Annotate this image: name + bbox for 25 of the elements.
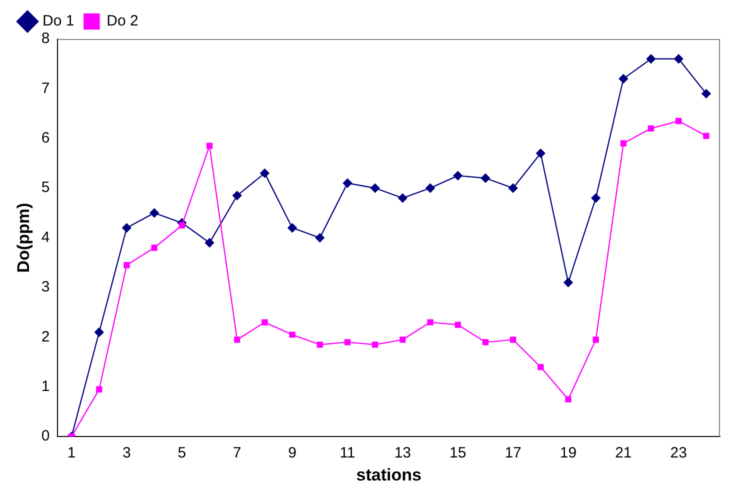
x-tick-label: 1 <box>67 444 76 462</box>
y-tick-label: 1 <box>41 378 50 396</box>
y-tick-label: 7 <box>41 80 50 97</box>
x-tick-label: 11 <box>340 444 356 462</box>
x-tick-label: 9 <box>288 444 296 462</box>
x-tick-label: 3 <box>122 444 131 462</box>
legend-label: Do 2 <box>106 12 138 30</box>
y-tick-label: 5 <box>41 179 50 196</box>
x-tick-label: 13 <box>394 444 412 462</box>
x-tick-label: 23 <box>670 444 687 462</box>
y-axis-title: Do(ppm) <box>14 202 33 273</box>
y-tick-label: 3 <box>41 278 50 296</box>
y-tick-label: 0 <box>41 428 50 445</box>
y-tick-label: 2 <box>41 328 50 346</box>
x-tick-label: 19 <box>560 444 577 462</box>
x-tick-label: 7 <box>232 444 242 462</box>
x-tick-label: 15 <box>450 444 466 462</box>
y-tick-label: 8 <box>41 30 50 48</box>
legend-label: Do 1 <box>42 12 74 30</box>
y-tick-label: 6 <box>41 130 50 147</box>
x-axis-title: stations <box>356 465 422 484</box>
y-tick-label: 4 <box>41 228 50 246</box>
x-tick-label: 5 <box>178 444 186 462</box>
x-tick-label: 21 <box>615 444 632 462</box>
x-tick-label: 17 <box>504 444 522 462</box>
